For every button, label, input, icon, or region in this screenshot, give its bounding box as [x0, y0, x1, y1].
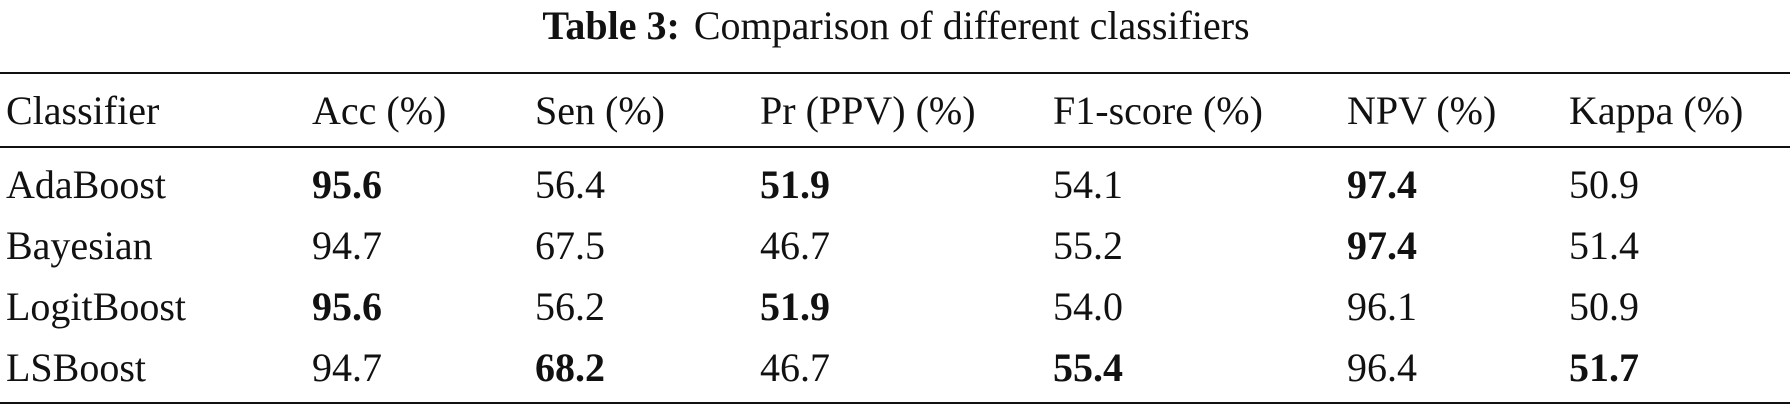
header-sensitivity: Sen (%) [535, 87, 665, 133]
cell-f1-score: 54.1 [1053, 162, 1123, 207]
table-caption-text: Comparison of different classifiers [693, 3, 1250, 48]
table-header: Classifier Acc (%) Sen (%) Pr (PPV) (%) … [0, 73, 1790, 147]
header-precision: Pr (PPV) (%) [760, 87, 976, 133]
cell-classifier: AdaBoost [6, 162, 166, 207]
table-row: Bayesian 94.7 67.5 46.7 55.2 97.4 51.4 [0, 215, 1790, 276]
cell-f1-score: 55.2 [1053, 223, 1123, 268]
cell-precision: 46.7 [760, 345, 830, 390]
header-row: Classifier Acc (%) Sen (%) Pr (PPV) (%) … [0, 73, 1790, 147]
table-body: AdaBoost 95.6 56.4 51.9 54.1 97.4 50.9 B… [0, 147, 1790, 403]
cell-accuracy: 95.6 [312, 162, 382, 207]
cell-f1-score: 54.0 [1053, 284, 1123, 329]
comparison-table: Classifier Acc (%) Sen (%) Pr (PPV) (%) … [0, 72, 1790, 404]
cell-kappa: 51.7 [1569, 345, 1639, 390]
header-classifier: Classifier [6, 87, 160, 133]
cell-npv: 96.4 [1347, 345, 1417, 390]
cell-sensitivity: 68.2 [535, 345, 605, 390]
cell-kappa: 50.9 [1569, 162, 1639, 207]
table-row: LSBoost 94.7 68.2 46.7 55.4 96.4 51.7 [0, 337, 1790, 403]
comparison-table-container: Classifier Acc (%) Sen (%) Pr (PPV) (%) … [0, 72, 1792, 404]
cell-precision: 51.9 [760, 162, 830, 207]
header-accuracy: Acc (%) [312, 87, 447, 133]
cell-accuracy: 94.7 [312, 223, 382, 268]
header-npv: NPV (%) [1347, 87, 1497, 133]
table-caption-label: Table 3: [542, 3, 680, 48]
cell-sensitivity: 56.4 [535, 162, 605, 207]
cell-precision: 51.9 [760, 284, 830, 329]
header-kappa: Kappa (%) [1569, 87, 1744, 133]
cell-precision: 46.7 [760, 223, 830, 268]
header-f1-score: F1-score (%) [1053, 87, 1263, 133]
cell-kappa: 51.4 [1569, 223, 1639, 268]
cell-kappa: 50.9 [1569, 284, 1639, 329]
cell-classifier: LSBoost [6, 345, 147, 390]
cell-classifier: Bayesian [6, 223, 153, 268]
table-row: AdaBoost 95.6 56.4 51.9 54.1 97.4 50.9 [0, 147, 1790, 215]
cell-sensitivity: 56.2 [535, 284, 605, 329]
cell-classifier: LogitBoost [6, 284, 187, 329]
table-row: LogitBoost 95.6 56.2 51.9 54.0 96.1 50.9 [0, 276, 1790, 337]
cell-accuracy: 95.6 [312, 284, 382, 329]
cell-npv: 96.1 [1347, 284, 1417, 329]
cell-npv: 97.4 [1347, 162, 1417, 207]
cell-accuracy: 94.7 [312, 345, 382, 390]
cell-npv: 97.4 [1347, 223, 1417, 268]
table-caption: Table 3: Comparison of different classifi… [0, 0, 1792, 58]
cell-f1-score: 55.4 [1053, 345, 1123, 390]
cell-sensitivity: 67.5 [535, 223, 605, 268]
